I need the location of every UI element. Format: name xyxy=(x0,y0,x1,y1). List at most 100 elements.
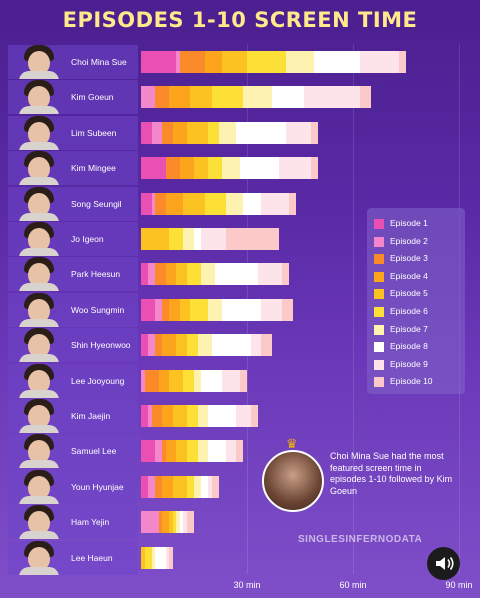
bar-segment xyxy=(201,263,216,286)
bar-segment xyxy=(250,405,258,427)
category-label: Lim Subeen xyxy=(71,127,117,138)
bar-segment xyxy=(194,369,202,392)
bar-segment xyxy=(186,511,194,534)
legend-swatch xyxy=(374,271,384,282)
chart-title: EPISODES 1-10 SCREEN TIME xyxy=(62,8,418,32)
bar-segment xyxy=(165,546,170,569)
bar-segment xyxy=(194,157,209,180)
bar-segment xyxy=(169,511,173,534)
contestant-avatar xyxy=(13,399,65,433)
legend-label: Episode 5 xyxy=(390,288,428,299)
x-tick-label: 30 min xyxy=(233,580,261,590)
bar-segment xyxy=(155,440,163,463)
category-label: Song Seungil xyxy=(71,198,122,209)
bar-segment xyxy=(141,334,149,357)
category-label: Kim Mingee xyxy=(71,163,116,174)
legend-label: Episode 6 xyxy=(390,306,428,316)
bar-segment xyxy=(176,51,180,73)
bar-segment xyxy=(201,228,226,250)
bar-segment xyxy=(204,192,226,215)
legend-label: Episode 7 xyxy=(390,323,428,334)
contestant-avatar xyxy=(13,469,65,504)
bar-segment xyxy=(169,86,191,109)
bar-segment xyxy=(141,51,177,73)
bar-segment xyxy=(310,157,318,180)
bar-segment xyxy=(148,475,156,498)
category-label: Kim Jaejin xyxy=(71,411,111,421)
legend-label: Episode 4 xyxy=(390,270,428,281)
bar-segment xyxy=(211,86,244,109)
watermark: SINGLESINFERNODATA xyxy=(298,534,423,545)
legend-swatch xyxy=(374,342,384,353)
bar-segment xyxy=(169,298,180,321)
bar-segment xyxy=(278,157,311,180)
bar-segment xyxy=(197,405,209,427)
bar-segment xyxy=(162,405,173,427)
bar-segment xyxy=(162,121,173,144)
bar-segment xyxy=(225,440,237,463)
bar-segment xyxy=(179,511,184,534)
bar-segment xyxy=(151,405,163,427)
contestant-avatar xyxy=(13,257,65,292)
bar-segment xyxy=(236,121,286,144)
bar-segment xyxy=(218,121,237,144)
bar-segment xyxy=(271,86,304,109)
bar-segment xyxy=(151,121,163,144)
legend-label: Episode 9 xyxy=(390,358,428,369)
bar-segment xyxy=(183,192,205,215)
legend-swatch xyxy=(374,289,384,300)
bar-segment xyxy=(190,86,212,109)
legend-label: Episode 1 xyxy=(390,218,428,228)
bar-segment xyxy=(236,405,251,427)
speaker-icon[interactable] xyxy=(427,547,460,580)
category-label: Shin Hyeonwoo xyxy=(71,340,131,351)
bar-segment xyxy=(148,334,156,357)
bar-segment xyxy=(222,298,262,321)
contestant-avatar xyxy=(13,434,65,469)
bar-segment xyxy=(289,192,297,215)
bar-segment xyxy=(261,192,290,215)
bar-segment xyxy=(285,121,311,144)
bar-segment xyxy=(162,334,177,357)
bar-segment xyxy=(360,51,399,73)
bar-segment xyxy=(208,475,212,498)
bar-segment xyxy=(222,369,240,392)
bar-segment xyxy=(169,228,184,250)
bar-segment xyxy=(247,51,286,73)
bar-segment xyxy=(208,121,219,144)
bar-segment xyxy=(158,511,163,534)
grid-line xyxy=(353,44,354,574)
bar-segment xyxy=(186,263,202,286)
contestant-avatar xyxy=(13,186,65,221)
bar-segment xyxy=(141,228,170,250)
bar-segment xyxy=(179,298,191,321)
bar-segment xyxy=(165,157,180,180)
bar-segment xyxy=(162,440,166,463)
bar-segment xyxy=(155,334,163,357)
contestant-avatar xyxy=(13,151,65,186)
bar-segment xyxy=(211,475,219,498)
legend-label: Episode 8 xyxy=(390,341,428,352)
bar-segment xyxy=(225,192,244,215)
bar-segment xyxy=(208,405,237,427)
bar-segment xyxy=(165,263,177,286)
bar-segment xyxy=(285,51,315,73)
x-tick-label: 90 min xyxy=(445,580,473,590)
bar-segment xyxy=(155,86,170,109)
bar-segment xyxy=(179,51,205,73)
bar-segment xyxy=(261,334,272,357)
bar-segment xyxy=(172,121,187,144)
category-label: Park Heesun xyxy=(71,269,121,280)
annotation-text: Choi Mina Sue had the most featured scre… xyxy=(330,451,453,496)
bar-segment xyxy=(141,192,152,215)
bar-segment xyxy=(183,511,187,534)
bar-segment xyxy=(176,511,180,534)
contestant-avatar xyxy=(13,505,65,540)
legend: Episode 1 Episode 2 Episode 3 Episode 4 Epis… xyxy=(367,208,465,394)
bar-segment xyxy=(169,546,173,569)
bar-segment xyxy=(190,298,209,321)
bar-segment xyxy=(243,192,262,215)
category-label: Samuel Lee xyxy=(71,446,117,457)
bar-segment xyxy=(303,86,361,109)
bar-segment xyxy=(186,440,198,463)
